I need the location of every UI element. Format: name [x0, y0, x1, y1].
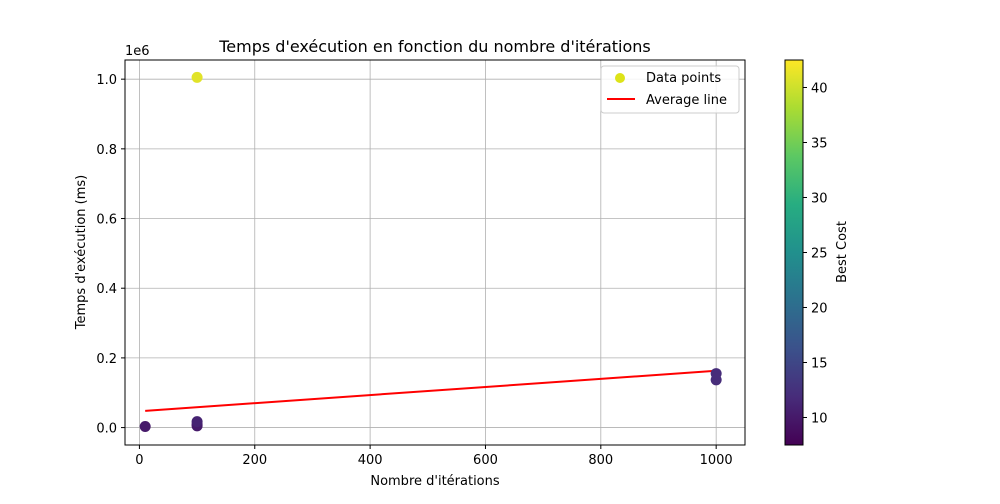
average-line-layer — [145, 369, 717, 412]
x-tick-label: 1000 — [700, 453, 733, 468]
colorbar-tick-label: 20 — [811, 302, 828, 317]
x-tick-label: 600 — [473, 453, 498, 468]
colorbar-gradient — [784, 59, 804, 446]
colorbar-tick-label: 10 — [811, 412, 828, 427]
scatter-point — [191, 416, 203, 428]
colorbar-tick-label: 15 — [811, 357, 828, 372]
scatter-point — [710, 368, 722, 380]
scatter-point — [191, 71, 203, 83]
legend-label-average-line: Average line — [646, 93, 727, 108]
y-axis-ticks: 0.0 0.2 0.4 0.6 0.8 1.0 — [96, 73, 125, 437]
y-tick-label: 0.6 — [96, 213, 117, 228]
colorbar-tick-label: 35 — [811, 137, 828, 152]
plot-frame — [124, 59, 746, 446]
grid-lines — [125, 60, 745, 445]
colorbar-tick-label: 30 — [811, 192, 828, 207]
y-tick-label: 0.0 — [96, 422, 117, 437]
x-tick-label: 0 — [135, 453, 143, 468]
average-line — [145, 369, 717, 412]
y-tick-label: 1.0 — [96, 73, 117, 88]
y-tick-label: 0.8 — [96, 143, 117, 158]
colorbar-ticks: 10 15 20 25 30 35 40 — [803, 82, 828, 427]
colorbar-tick-label: 40 — [811, 82, 828, 97]
y-tick-label: 0.2 — [96, 352, 117, 367]
x-tick-label: 400 — [358, 453, 383, 468]
legend-label-data-points: Data points — [646, 71, 721, 86]
chart-title: Temps d'exécution en fonction du nombre … — [218, 37, 651, 56]
scatter-points-layer — [139, 71, 722, 433]
x-axis-ticks: 0 200 400 600 800 1000 — [135, 445, 733, 468]
y-tick-label: 0.4 — [96, 282, 117, 297]
x-tick-label: 800 — [588, 453, 613, 468]
x-tick-label: 200 — [242, 453, 267, 468]
colorbar-label: Best Cost — [835, 221, 850, 283]
y-axis-offset-label: 1e6 — [125, 44, 150, 59]
colorbar-tick-label: 25 — [811, 247, 828, 262]
scatter-point — [139, 421, 151, 433]
colorbar: 10 15 20 25 30 35 40 Best Cost — [784, 59, 850, 446]
legend: Data points Average line — [600, 65, 740, 114]
x-axis-label: Nombre d'itérations — [370, 474, 500, 489]
y-axis-label: Temps d'exécution (ms) — [74, 175, 89, 330]
legend-box — [600, 65, 740, 114]
legend-marker-data-points — [615, 73, 625, 83]
